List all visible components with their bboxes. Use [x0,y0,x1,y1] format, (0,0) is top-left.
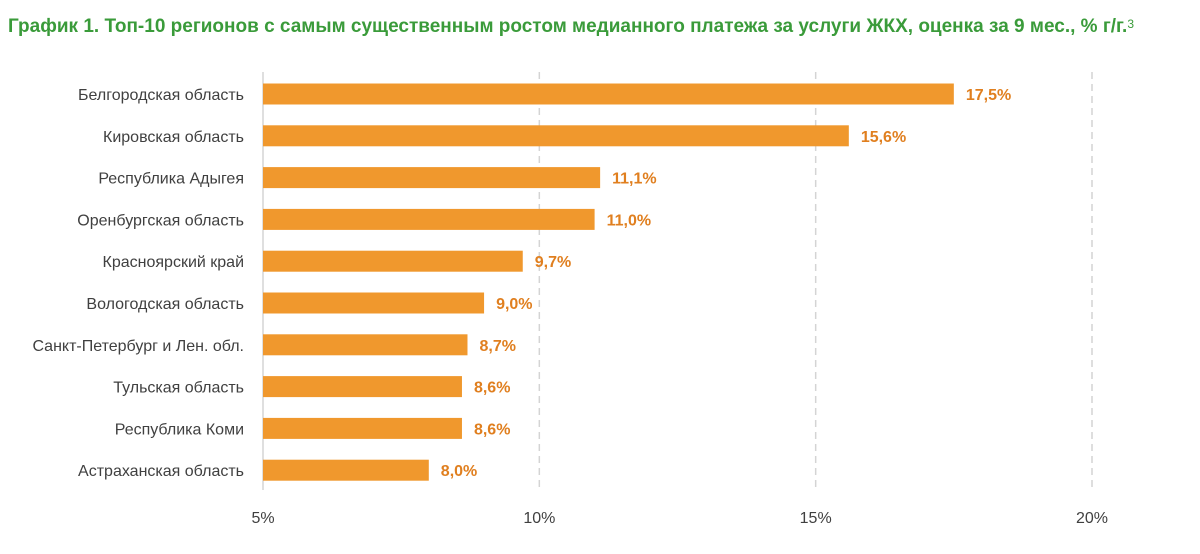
bars [263,83,954,481]
x-tick-label: 15% [800,510,832,527]
bar [263,417,462,439]
bar [263,334,468,356]
bar [263,376,462,398]
x-tick-label: 10% [523,510,555,527]
value-label: 9,7% [535,254,571,271]
value-label: 11,1% [612,171,656,188]
x-axis-ticks: 5% 10% 15% 20% [251,510,1108,527]
value-label: 8,6% [474,380,510,397]
x-tick-label: 20% [1076,510,1108,527]
value-label: 8,0% [441,463,477,480]
value-label: 8,7% [479,338,515,355]
category-label: Санкт-Петербург и Лен. обл. [32,338,244,355]
category-label: Республика Коми [115,421,244,438]
bar [263,459,429,481]
bar [263,250,523,272]
category-label: Оренбургская область [77,212,244,229]
bar [263,125,849,147]
value-label: 17,5% [966,87,1011,104]
x-tick-label: 5% [251,510,274,527]
category-label: Красноярский край [103,254,244,271]
chart-title: График 1. Топ-10 регионов с самым сущест… [8,12,1158,41]
value-label: 8,6% [474,421,510,438]
category-labels: Белгородская область Кировская область Рес… [32,87,244,480]
bar [263,292,485,314]
bar [263,83,954,105]
chart-title-text: График 1. Топ-10 регионов с самым сущест… [8,16,1128,37]
value-label: 11,0% [607,212,651,229]
category-label: Белгородская область [78,87,244,104]
category-label: Тульская область [113,380,244,397]
value-label: 9,0% [496,296,532,313]
category-label: Астраханская область [78,463,244,480]
category-label: Республика Адыгея [98,171,244,188]
category-label: Вологодская область [86,296,244,313]
category-label: Кировская область [103,129,244,146]
value-labels: 17,5% 15,6% 11,1% 11,0% 9,7% 9,0% 8,7% 8,6% 8,6%… [441,87,1011,480]
title-footnote-marker: 3 [1127,17,1135,31]
value-label: 15,6% [861,129,906,146]
bar [263,167,601,189]
bar [263,208,595,230]
